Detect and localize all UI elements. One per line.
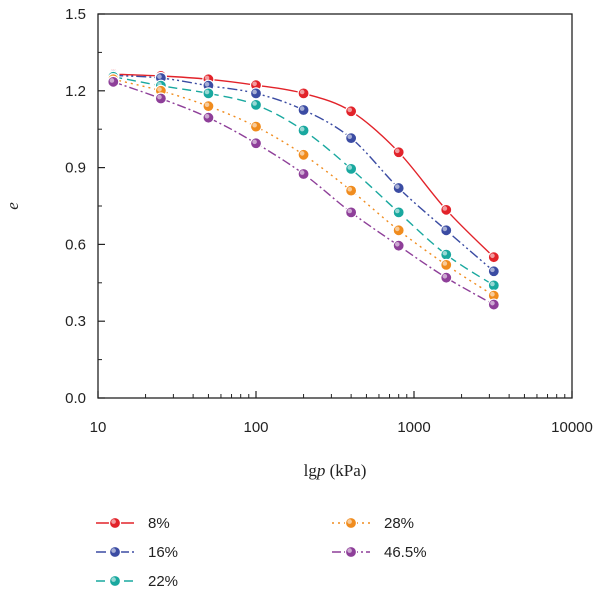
- series-layer: [107, 68, 500, 311]
- data-point: [107, 75, 120, 88]
- data-point: [440, 224, 453, 237]
- data-point: [440, 203, 453, 216]
- data-point: [392, 224, 405, 237]
- y-tick-label: 0.9: [65, 160, 86, 177]
- data-point: [487, 298, 500, 311]
- legend-item: 28%: [332, 515, 414, 532]
- y-axis-title: e: [3, 202, 22, 210]
- plot-frame: [97, 13, 573, 399]
- data-point: [392, 181, 405, 195]
- legend-item: 8%: [96, 515, 170, 532]
- legend-marker: [108, 574, 122, 588]
- data-point: [249, 87, 263, 100]
- legend-item: 22%: [96, 573, 178, 590]
- data-point: [202, 87, 215, 100]
- legend-label: 28%: [384, 515, 414, 532]
- data-point: [202, 100, 215, 113]
- legend-marker: [108, 545, 122, 559]
- data-point: [440, 248, 453, 261]
- data-point: [202, 111, 215, 124]
- data-point: [345, 105, 358, 118]
- data-point: [487, 279, 500, 292]
- legend-marker: [344, 516, 358, 530]
- x-tick-label: 100: [243, 419, 268, 436]
- data-point: [345, 132, 358, 145]
- data-point: [249, 137, 263, 150]
- data-point: [297, 103, 310, 117]
- data-point: [297, 87, 310, 100]
- x-tick-label: 10: [90, 419, 107, 436]
- legend-item: 46.5%: [332, 544, 427, 561]
- y-tick-label: 1.2: [65, 83, 86, 100]
- axes: 10 100 1000 10000 0.0 0.3 0.6 0.9 1.2 1.5: [65, 6, 593, 436]
- legend: 8% 16% 22% 28% 46.5%: [96, 515, 427, 590]
- data-point: [345, 162, 358, 175]
- data-point: [297, 167, 310, 181]
- series-4: [107, 75, 500, 311]
- y-tick-label: 0.3: [65, 313, 86, 330]
- x-axis-title: lgp (kPa): [304, 461, 367, 480]
- legend-marker: [344, 545, 358, 559]
- data-point: [249, 120, 263, 133]
- legend-label: 46.5%: [384, 544, 427, 561]
- data-point: [487, 265, 500, 278]
- data-point: [297, 124, 310, 137]
- data-point: [345, 184, 358, 197]
- legend-marker: [108, 516, 122, 530]
- legend-label: 22%: [148, 573, 178, 590]
- ticks: [97, 13, 573, 399]
- x-tick-label: 1000: [397, 419, 430, 436]
- tick-labels: 10 100 1000 10000 0.0 0.3 0.6 0.9 1.2 1.5: [65, 6, 593, 436]
- data-point: [297, 148, 310, 161]
- x-tick-label: 10000: [551, 419, 593, 436]
- legend-label: 16%: [148, 544, 178, 561]
- data-point: [249, 98, 263, 111]
- y-tick-label: 0.6: [65, 236, 86, 253]
- legend-item: 16%: [96, 544, 178, 561]
- data-point: [392, 206, 405, 219]
- data-point: [392, 146, 405, 159]
- data-point: [440, 271, 453, 284]
- data-point: [392, 239, 405, 252]
- y-tick-label: 1.5: [65, 6, 86, 23]
- y-tick-label: 0.0: [65, 390, 86, 407]
- data-point: [345, 206, 358, 219]
- series-line: [113, 73, 495, 258]
- data-point: [154, 92, 167, 105]
- data-point: [487, 251, 500, 264]
- data-point: [440, 258, 453, 271]
- legend-label: 8%: [148, 515, 170, 532]
